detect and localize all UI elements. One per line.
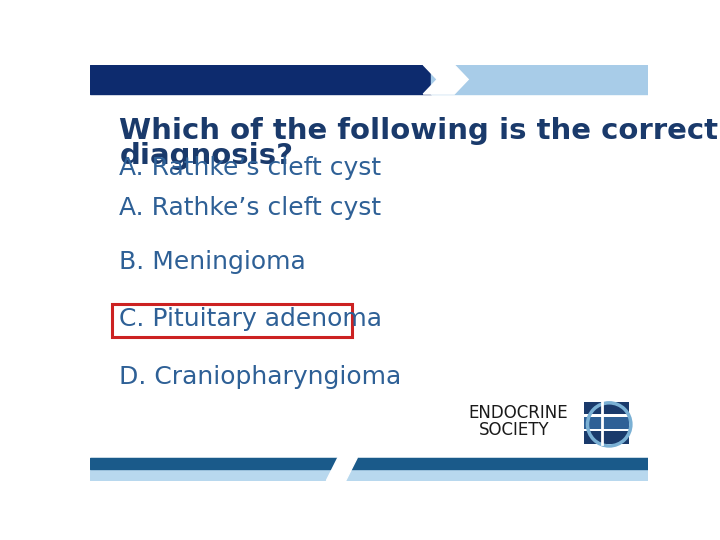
Text: SOCIETY: SOCIETY	[479, 421, 549, 438]
Bar	[585, 402, 629, 414]
Text: A. Rathke’s cleft cyst: A. Rathke’s cleft cyst	[120, 195, 382, 220]
Bar	[112, 304, 352, 336]
Text: B. Meningioma: B. Meningioma	[120, 249, 306, 274]
Bar	[585, 417, 629, 429]
Text: Which of the following is the correct: Which of the following is the correct	[120, 117, 719, 145]
Polygon shape	[90, 65, 431, 94]
Text: ENDOCRINE: ENDOCRINE	[468, 403, 568, 422]
Text: C. Pituitary adenoma: C. Pituitary adenoma	[120, 307, 382, 332]
Polygon shape	[90, 457, 648, 469]
Polygon shape	[423, 65, 468, 94]
Polygon shape	[90, 457, 648, 481]
Polygon shape	[431, 65, 648, 94]
Text: A. Rathke’s cleft cyst: A. Rathke’s cleft cyst	[120, 156, 382, 180]
Text: diagnosis?: diagnosis?	[120, 142, 294, 170]
Text: D. Craniopharyngioma: D. Craniopharyngioma	[120, 365, 402, 389]
Bar	[585, 431, 629, 444]
Polygon shape	[326, 457, 357, 481]
